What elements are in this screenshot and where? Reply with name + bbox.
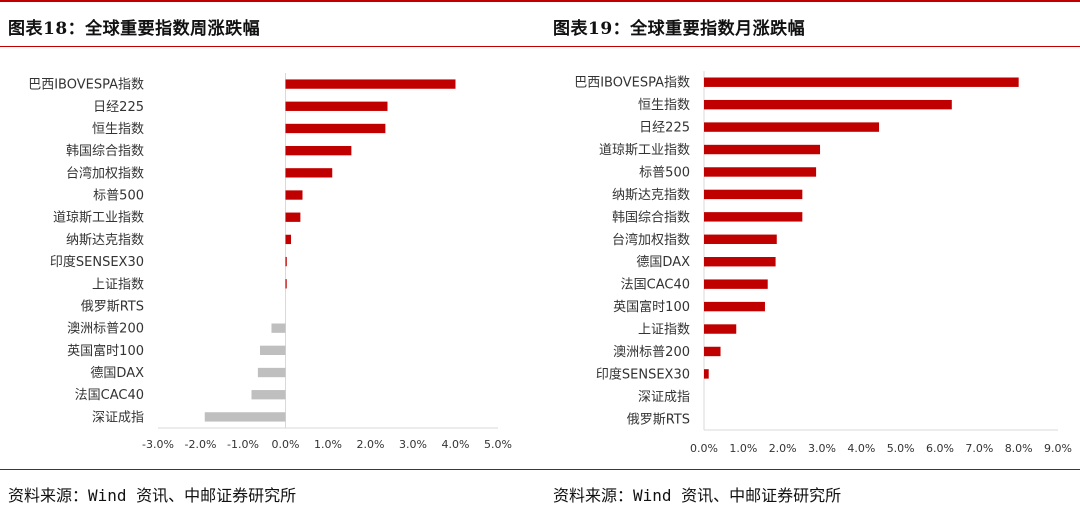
bar-10	[704, 301, 765, 312]
bar-13	[704, 369, 709, 379]
category-label-10: 俄罗斯RTS	[81, 299, 144, 314]
category-label-3: 道琼斯工业指数	[599, 143, 690, 158]
category-label-13: 印度SENSEX30	[596, 366, 690, 382]
category-label-9: 上证指数	[92, 277, 144, 292]
bar-0	[285, 79, 456, 89]
bar-4	[704, 167, 817, 177]
category-label-1: 日经225	[93, 100, 144, 115]
bar-5	[285, 190, 303, 200]
right-chart-title: 图表19：全球重要指数月涨跌幅	[553, 19, 806, 39]
bar-2	[285, 123, 386, 134]
bar-5	[704, 189, 803, 200]
bar-3	[704, 144, 821, 155]
x-tick-label-8: 8.0%	[1005, 442, 1033, 455]
category-label-5: 纳斯达克指数	[612, 188, 690, 203]
category-label-12: 澳洲标普200	[613, 344, 690, 360]
category-label-6: 道琼斯工业指数	[53, 211, 144, 226]
bar-7	[704, 234, 777, 244]
category-label-3: 韩国综合指数	[66, 144, 144, 159]
x-tick-label-8: 5.0%	[484, 438, 512, 451]
bar-9	[704, 279, 768, 289]
bar-11	[704, 324, 737, 334]
right-source-note: 资料来源：Wind 资讯、中邮证券研究所	[553, 486, 842, 505]
bar-6	[285, 212, 301, 222]
category-label-14: 法国CAC40	[75, 388, 144, 403]
x-tick-label-6: 6.0%	[926, 442, 954, 455]
x-tick-label-2: -1.0%	[227, 438, 259, 451]
x-tick-label-2: 2.0%	[769, 442, 797, 455]
bar-8	[704, 257, 776, 267]
bar-6	[704, 212, 803, 222]
category-label-11: 上证指数	[638, 323, 690, 338]
left-source-note: 资料来源：Wind 资讯、中邮证券研究所	[8, 486, 297, 505]
x-tick-label-4: 1.0%	[314, 438, 342, 451]
x-tick-label-1: 1.0%	[729, 442, 757, 455]
x-tick-label-7: 7.0%	[965, 442, 993, 455]
bar-13	[257, 367, 286, 378]
category-label-9: 法国CAC40	[621, 278, 690, 293]
top-rule	[0, 0, 1080, 2]
category-label-13: 德国DAX	[90, 366, 144, 381]
bar-8	[285, 256, 287, 267]
bar-1	[704, 99, 952, 110]
bar-9	[285, 279, 287, 289]
category-label-8: 德国DAX	[636, 255, 690, 270]
bar-3	[285, 145, 352, 156]
category-label-5: 标普500	[93, 189, 144, 204]
bar-12	[704, 346, 721, 357]
category-label-11: 澳洲标普200	[67, 321, 144, 337]
left-chart-title: 图表18：全球重要指数周涨跌幅	[8, 19, 261, 39]
bar-14	[251, 390, 286, 400]
category-label-15: 俄罗斯RTS	[627, 412, 690, 427]
bar-0	[704, 77, 1019, 87]
bar-15	[204, 412, 286, 422]
category-label-10: 英国富时100	[613, 299, 690, 315]
x-tick-label-3: 3.0%	[808, 442, 836, 455]
x-tick-label-5: 2.0%	[357, 438, 385, 451]
category-label-4: 台湾加权指数	[66, 165, 144, 181]
bar-11	[271, 323, 286, 333]
category-label-12: 英国富时100	[67, 343, 144, 359]
bar-7	[285, 234, 292, 245]
category-label-1: 恒生指数	[638, 98, 690, 113]
category-label-14: 深证成指	[638, 390, 690, 405]
x-tick-label-9: 9.0%	[1044, 442, 1072, 455]
category-label-4: 标普500	[639, 165, 690, 180]
category-label-8: 印度SENSEX30	[50, 254, 144, 270]
x-tick-label-4: 4.0%	[847, 442, 875, 455]
category-label-6: 韩国综合指数	[612, 210, 690, 225]
x-tick-label-3: 0.0%	[272, 438, 300, 451]
x-tick-label-7: 4.0%	[442, 438, 470, 451]
category-label-2: 恒生指数	[92, 122, 144, 137]
x-tick-label-5: 5.0%	[887, 442, 915, 455]
category-label-0: 巴西IBOVESPA指数	[574, 76, 690, 91]
category-label-7: 台湾加权指数	[612, 232, 690, 248]
bar-2	[704, 122, 880, 132]
bar-1	[285, 101, 388, 111]
category-label-7: 纳斯达克指数	[66, 233, 144, 248]
title-rule	[0, 46, 1080, 47]
x-tick-label-0: 0.0%	[690, 442, 718, 455]
x-tick-label-0: -3.0%	[142, 438, 174, 451]
x-tick-label-6: 3.0%	[399, 438, 427, 451]
source-rule	[0, 469, 1080, 470]
bar-12	[260, 345, 286, 356]
category-label-0: 巴西IBOVESPA指数	[28, 78, 144, 93]
x-tick-label-1: -2.0%	[185, 438, 217, 451]
bar-4	[285, 168, 333, 178]
category-label-15: 深证成指	[92, 410, 144, 425]
category-label-2: 日经225	[639, 121, 690, 136]
